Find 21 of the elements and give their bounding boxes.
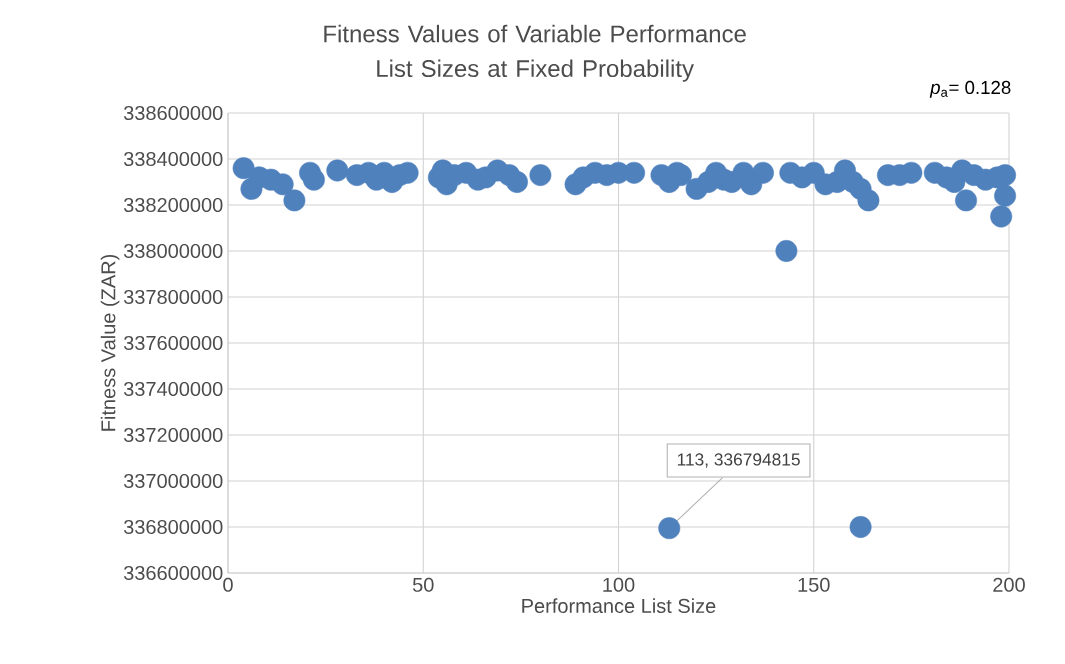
annotation: 113, 336794815 xyxy=(677,453,800,468)
y-tick-label: 336600000 xyxy=(123,565,223,581)
chart-title: Fitness Values of Variable Performance List Sizes at Fixed Probability xyxy=(324,24,746,82)
y-tick-label: 337800000 xyxy=(123,289,223,305)
y-tick-label: 337600000 xyxy=(123,335,223,351)
x-tick-label: 150 xyxy=(798,577,830,592)
x-axis-title: Performance List Size xyxy=(522,598,716,614)
y-tick-label: 337200000 xyxy=(123,427,223,443)
y-tick-label: 337400000 xyxy=(123,381,223,397)
y-tick-label: 338400000 xyxy=(123,151,223,167)
y-tick-label: 336800000 xyxy=(123,519,223,535)
y-axis-title: Fitness Value (ZAR) xyxy=(100,254,120,431)
y-tick-label: 337000000 xyxy=(123,473,223,489)
x-tick-label: 0 xyxy=(223,577,233,592)
x-tick-label: 100 xyxy=(603,577,635,592)
x-tick-label: 50 xyxy=(412,577,434,592)
y-tick-label: 338600000 xyxy=(123,105,223,121)
y-tick-label: 338200000 xyxy=(123,197,223,213)
text: p$_{a}$= 0.128 xyxy=(929,80,1011,98)
y-tick-label: 338000000 xyxy=(123,243,223,259)
x-tick-label: 200 xyxy=(993,577,1025,592)
